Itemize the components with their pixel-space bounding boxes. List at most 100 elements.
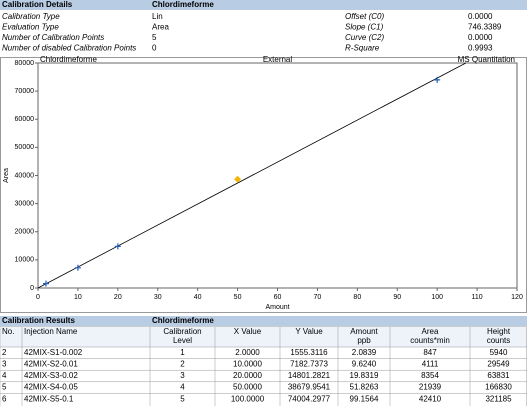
column-header: counts*min — [410, 336, 450, 345]
highlight-point — [234, 175, 242, 183]
y-tick-label: 70000 — [15, 88, 35, 95]
x-tick-label: 10 — [74, 294, 82, 301]
table-cell: 51.8263 — [350, 383, 379, 392]
table-cell: 42410 — [419, 394, 442, 403]
detail-label: Number of disabled Calibration Points — [2, 44, 136, 53]
results-header-bar — [0, 316, 527, 326]
detail-value: 0.0000 — [468, 33, 493, 42]
detail-label: R-Square — [345, 44, 380, 53]
detail-value: 0.9993 — [468, 44, 493, 53]
table-cell: 10.0000 — [233, 360, 262, 369]
detail-label: Calibration Type — [2, 12, 60, 21]
table-cell: 5 — [2, 383, 7, 392]
calibration-point — [434, 76, 441, 83]
x-tick-label: 20 — [114, 294, 122, 301]
results-compound: Chlordimeforme — [152, 316, 214, 325]
table-cell: 42MIX-S5-0.1 — [24, 394, 74, 403]
table-cell: 63831 — [487, 371, 510, 380]
column-header: Area — [422, 327, 439, 336]
x-tick-label: 80 — [353, 294, 361, 301]
detail-label: Slope (C1) — [345, 23, 384, 32]
table-cell: 14801.2821 — [288, 371, 331, 380]
details-title: Calibration Details — [2, 0, 73, 9]
table-cell: 2 — [180, 360, 185, 369]
table-cell: 5 — [180, 394, 185, 403]
column-header: Y Value — [295, 327, 323, 336]
y-axis-label: Area — [3, 168, 10, 183]
table-cell: 42MIX-S2-0.01 — [24, 360, 78, 369]
chart-title: External — [263, 55, 293, 64]
table-cell: 42MIX-S3-0.02 — [24, 371, 78, 380]
column-header: Amount — [350, 327, 378, 336]
table-cell: 21939 — [419, 383, 442, 392]
table-cell: 74004.2977 — [288, 394, 331, 403]
table-cell: 20.0000 — [233, 371, 262, 380]
table-cell: 2.0839 — [352, 348, 377, 357]
chart-frame — [0, 57, 527, 313]
calibration-point — [74, 264, 81, 271]
y-tick-label: 20000 — [15, 229, 35, 236]
detail-label: Number of Calibration Points — [2, 33, 104, 42]
column-header: Level — [173, 336, 192, 345]
column-header: Injection Name — [24, 327, 78, 336]
details-header-bar — [0, 0, 527, 10]
fit-line — [37, 62, 467, 289]
column-header: Calibration — [163, 327, 201, 336]
table-cell: 8354 — [421, 371, 439, 380]
detail-value: 0.0000 — [468, 12, 493, 21]
table-cell: 19.8319 — [350, 371, 379, 380]
table-cell: 2.0000 — [235, 348, 260, 357]
chart-title-left: Chlordimeforme — [40, 55, 97, 64]
table-cell: 1555.3116 — [290, 348, 328, 357]
y-tick-label: 60000 — [15, 116, 35, 123]
column-header: X Value — [234, 327, 262, 336]
detail-label: Offset (C0) — [345, 12, 384, 21]
plot-area — [37, 62, 518, 289]
detail-value: 5 — [152, 33, 157, 42]
y-tick-label: 40000 — [15, 172, 35, 179]
chart-title-right: MS Quantitation — [458, 55, 515, 64]
column-header: Height — [487, 327, 511, 336]
table-cell: 2 — [2, 348, 7, 357]
x-tick-label: 0 — [36, 294, 40, 301]
table-cell: 3 — [2, 360, 7, 369]
calibration-point — [42, 280, 49, 287]
y-tick-label: 80000 — [15, 60, 35, 67]
table-cell: 4 — [180, 383, 185, 392]
x-axis-label: Amount — [265, 304, 289, 311]
y-tick-label: 0 — [30, 285, 34, 292]
x-tick-label: 30 — [154, 294, 162, 301]
y-tick-label: 10000 — [15, 257, 35, 264]
table-cell: 4 — [2, 371, 7, 380]
column-header: No. — [2, 327, 14, 336]
table-cell: 38679.9541 — [288, 383, 331, 392]
detail-label: Evaluation Type — [2, 23, 59, 32]
x-tick-label: 60 — [274, 294, 282, 301]
table-cell: 42MIX-S4-0.05 — [24, 383, 78, 392]
table-cell: 166830 — [485, 383, 512, 392]
table-cell: 1 — [180, 348, 185, 357]
table-cell: 99.1564 — [350, 394, 379, 403]
table-cell: 7182.7373 — [290, 360, 328, 369]
table-cell: 321185 — [485, 394, 512, 403]
detail-value: 0 — [152, 44, 157, 53]
column-header: ppb — [357, 336, 371, 345]
detail-value: 746.3389 — [468, 23, 502, 32]
x-tick-label: 90 — [393, 294, 401, 301]
x-tick-label: 100 — [431, 294, 443, 301]
table-cell: 847 — [423, 348, 437, 357]
table-cell: 50.0000 — [233, 383, 262, 392]
table-cell: 4111 — [422, 360, 439, 369]
table-cell: 29549 — [487, 360, 510, 369]
table-cell: 100.0000 — [231, 394, 265, 403]
detail-value: Area — [152, 23, 169, 32]
detail-label: Curve (C2) — [345, 33, 384, 42]
details-compound: Chlordimeforme — [152, 0, 214, 9]
table-cell: 9.6240 — [352, 360, 377, 369]
table-cell: 6 — [2, 394, 7, 403]
x-tick-label: 40 — [194, 294, 202, 301]
table-cell: 42MIX-S1-0.002 — [24, 348, 83, 357]
table-cell: 3 — [180, 371, 185, 380]
calibration-point — [114, 243, 121, 250]
column-header-bar — [0, 327, 527, 347]
